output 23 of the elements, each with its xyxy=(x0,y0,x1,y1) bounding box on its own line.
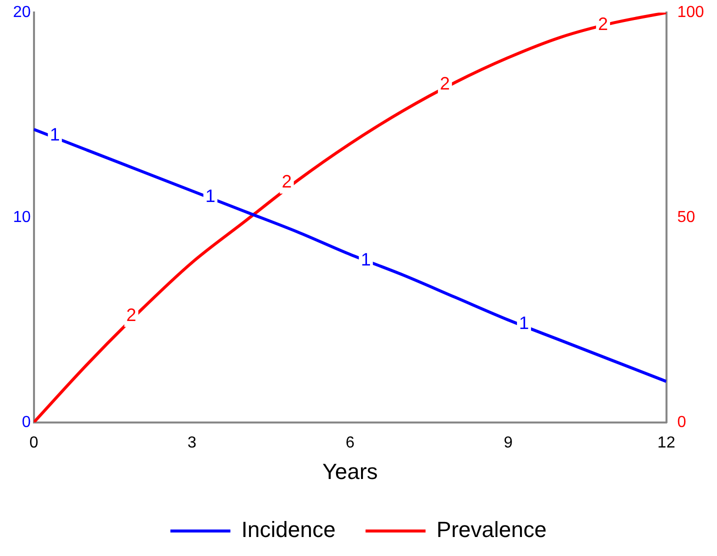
x-tick-label: 12 xyxy=(657,434,676,452)
legend-label: Prevalence xyxy=(436,517,547,542)
x-axis-title: Years xyxy=(322,458,378,484)
annotation: 2 xyxy=(282,172,292,192)
line-series xyxy=(34,128,666,383)
x-tick-label: 3 xyxy=(187,434,196,452)
x-tick-label: 6 xyxy=(346,434,355,452)
line-series xyxy=(34,12,666,422)
annotation: 1 xyxy=(360,250,371,270)
y2-tick-label: 0 xyxy=(677,414,686,431)
y2-tick-label: 50 xyxy=(677,208,696,226)
x-tick-label: 9 xyxy=(504,434,513,452)
y2-tick-label: 100 xyxy=(677,4,704,22)
legend-label: Incidence xyxy=(241,517,336,542)
annotation: 1 xyxy=(50,124,60,145)
annotation: 2 xyxy=(598,14,608,34)
annotation: 1 xyxy=(205,186,216,206)
y-tick-label: 20 xyxy=(13,4,31,22)
annotation: 2 xyxy=(126,304,136,325)
y-tick-label: 0 xyxy=(22,414,31,431)
y-tick-label: 10 xyxy=(13,208,31,226)
annotation: 1 xyxy=(518,313,529,334)
annotation: 2 xyxy=(440,73,450,94)
